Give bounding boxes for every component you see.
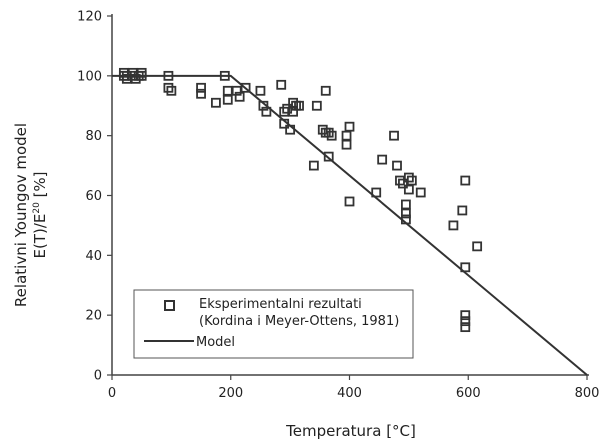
data-point [401,214,411,225]
data-point [234,91,245,102]
data-point [389,130,399,141]
data-point [344,121,355,132]
data-point [326,130,337,141]
y-tick-label: 0 [94,369,102,384]
data-point [279,106,290,117]
y-tick-label: 20 [85,309,102,324]
data-point [222,85,233,96]
data-point [401,199,411,210]
data-point [240,82,251,93]
data-point [285,124,296,135]
data-point [282,103,293,114]
data-point [136,67,147,78]
data-point [211,97,221,108]
y-tick-label: 100 [77,69,102,84]
y-axis-title-tail: [%] [31,171,49,202]
data-point [196,88,206,99]
data-point [341,139,352,150]
data-point [255,85,266,96]
data-point [344,196,355,207]
y-tick-label: 40 [85,249,102,264]
data-point [472,241,483,252]
data-point [392,160,402,171]
data-point [130,73,141,84]
x-tick-label: 600 [456,386,481,401]
legend-label-experimental: Eksperimentalni rezultati [199,297,362,312]
data-point [323,151,334,162]
data-point [222,94,233,105]
axis-ticks: 0 200 400 600 800 0 20 40 60 80 100 120 [77,10,599,402]
y-axis-title-superscript: 20 [32,202,42,214]
y-tick-label: 60 [85,189,102,204]
data-point [288,97,298,108]
data-point [371,187,382,198]
data-point [166,85,177,96]
legend-box [133,289,414,359]
data-point [261,106,272,117]
data-point [276,79,287,90]
legend-label-source: (Kordina i Meyer-Ottens, 1981) [199,314,399,329]
data-point [403,172,414,183]
data-point [279,118,290,129]
data-point [121,73,132,84]
data-point [308,160,319,171]
data-point [395,175,405,186]
data-point [196,82,206,93]
data-point [311,100,322,111]
data-point [460,310,471,321]
data-points [118,67,483,333]
x-tick-label: 200 [218,386,243,401]
x-tick-label: 400 [337,386,362,401]
data-point [460,316,471,327]
data-point [317,124,328,135]
data-point [341,130,352,141]
data-point [457,205,468,216]
y-axis-title-line2: E(T)/E20 [%] [31,171,49,258]
legend-label-model: Model [196,335,235,350]
data-point [460,322,471,333]
legend-marker-square [164,300,175,311]
data-point [219,70,230,81]
data-point [401,208,411,219]
data-point [460,175,471,186]
y-axis-title: Relativni Youngov model E(T)/E20 [%] [12,123,49,307]
data-point [403,184,414,195]
data-point [415,187,426,198]
data-point [323,127,334,138]
data-point [320,85,331,96]
data-point [288,106,298,117]
data-point [460,262,471,273]
x-tick-label: 0 [108,386,116,401]
model-line [112,74,588,376]
data-point [294,100,304,111]
y-tick-label: 80 [85,129,102,144]
x-tick-label: 800 [575,386,600,401]
data-point [127,67,138,78]
data-point [448,220,459,231]
data-point [231,85,242,96]
data-point [163,70,174,81]
x-axis-title: Temperatura [°C] [285,422,416,440]
data-point [163,82,174,93]
data-point [398,178,408,189]
legend: Eksperimentalni rezultati (Kordina i Mey… [133,289,414,359]
data-point [406,175,417,186]
y-axis-title-line1: Relativni Youngov model [12,123,30,307]
model-line-path [112,74,588,376]
data-point [258,100,269,111]
y-axis-title-main: E(T)/E [31,214,49,259]
data-point [377,154,388,165]
y-tick-label: 120 [77,10,102,25]
data-point [118,67,129,78]
